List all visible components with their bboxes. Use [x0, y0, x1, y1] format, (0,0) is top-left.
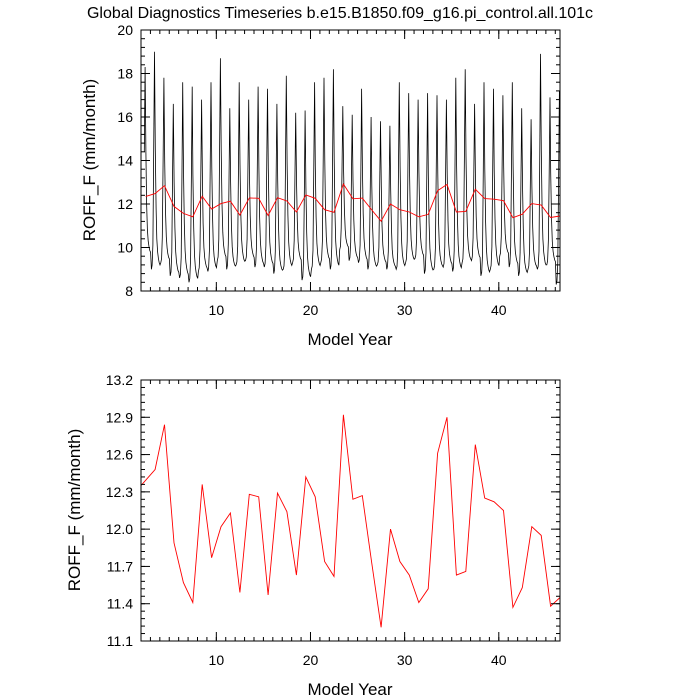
top-plot-lines [143, 51, 561, 285]
bottom-plot-frame [140, 379, 561, 642]
figure-title: Global Diagnostics Timeseries b.e15.B185… [87, 5, 593, 22]
x-tick-label: 20 [303, 652, 319, 668]
y-tick-label: 14 [117, 153, 133, 169]
y-tick-label: 16 [117, 109, 133, 125]
bottom-y-axis-title: ROFF_F (mm/month) [65, 429, 84, 591]
y-tick-label: 11.1 [107, 633, 133, 649]
bottom-x-axis-title: Model Year [307, 680, 392, 699]
x-tick-label: 10 [209, 652, 225, 668]
bottom-ticks: 10 20 30 40 11.1 11.4 11.7 12.0 12.3 12.6 12.9 13.2 [106, 372, 560, 668]
y-tick-label: 12.0 [106, 521, 133, 537]
x-tick-label: 40 [491, 652, 507, 668]
y-tick-label: 12.6 [106, 447, 133, 463]
y-tick-label: 11.7 [107, 558, 133, 574]
x-tick-label: 10 [209, 302, 225, 318]
bottom-panel: 10 20 30 40 11.1 11.4 11.7 12.0 12.3 12.6 12.9 13.2… [65, 372, 561, 699]
y-tick-label: 18 [117, 66, 133, 82]
y-tick-label: 12 [117, 196, 133, 212]
top-x-axis-title: Model Year [307, 330, 392, 349]
series-line-annual [140, 414, 561, 628]
x-tick-label: 20 [303, 302, 319, 318]
y-tick-label: 10 [117, 240, 133, 256]
x-tick-label: 40 [491, 302, 507, 318]
top-panel: 10 20 30 40 8 10 12 14 16 18 20 Model Year ROFF_F … [80, 22, 561, 349]
x-tick-label: 30 [397, 302, 413, 318]
bottom-plot-lines [140, 414, 561, 628]
y-tick-label: 8 [125, 283, 133, 299]
top-y-axis-title: ROFF_F (mm/month) [80, 79, 99, 241]
y-tick-label: 11.4 [107, 596, 133, 612]
series-line-annual [145, 182, 561, 222]
y-tick-label: 13.2 [106, 372, 133, 388]
y-tick-label: 12.3 [106, 484, 133, 500]
y-tick-label: 12.9 [106, 409, 133, 425]
y-tick-label: 20 [117, 22, 133, 38]
series-line-monthly [143, 51, 561, 285]
top-ticks: 10 20 30 40 8 10 12 14 16 18 20 [117, 22, 560, 318]
x-tick-label: 30 [397, 652, 413, 668]
